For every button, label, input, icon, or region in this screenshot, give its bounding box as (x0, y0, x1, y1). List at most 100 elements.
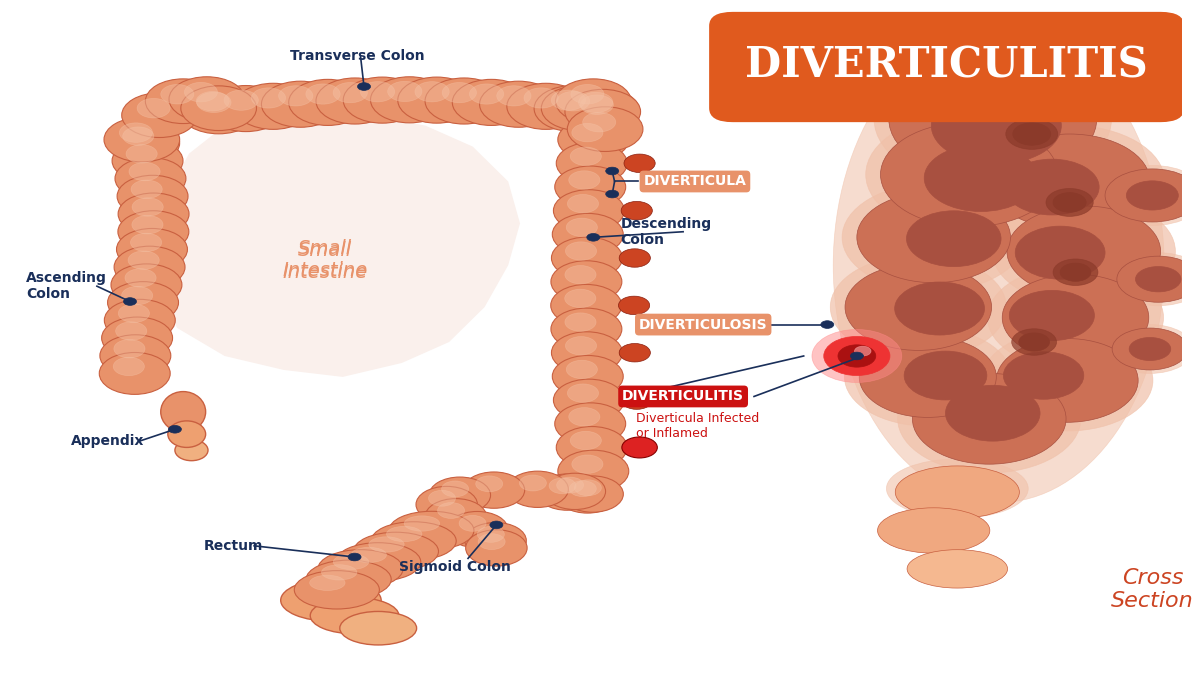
Circle shape (565, 289, 596, 308)
Circle shape (556, 79, 631, 124)
Ellipse shape (912, 373, 1066, 464)
Circle shape (1060, 263, 1091, 281)
Circle shape (565, 336, 596, 355)
Ellipse shape (389, 511, 474, 550)
Circle shape (122, 127, 154, 145)
Circle shape (622, 202, 653, 220)
Text: DIVERTICULITIS: DIVERTICULITIS (745, 45, 1148, 87)
Circle shape (550, 478, 576, 493)
Ellipse shape (175, 440, 208, 461)
Circle shape (524, 88, 558, 108)
Ellipse shape (881, 122, 1057, 227)
Circle shape (358, 82, 371, 91)
Circle shape (619, 343, 650, 362)
Circle shape (289, 80, 367, 126)
Ellipse shape (352, 547, 386, 563)
Circle shape (565, 242, 596, 260)
Text: Small
Intestine: Small Intestine (282, 242, 367, 282)
Circle shape (169, 77, 245, 121)
Circle shape (145, 79, 221, 124)
Ellipse shape (310, 575, 346, 591)
Circle shape (554, 166, 625, 208)
Ellipse shape (1112, 328, 1188, 370)
Circle shape (460, 515, 486, 531)
Ellipse shape (334, 554, 368, 570)
Text: Rectum: Rectum (203, 539, 263, 553)
Ellipse shape (294, 571, 379, 609)
Circle shape (161, 84, 194, 104)
Ellipse shape (889, 57, 1097, 180)
Circle shape (388, 81, 422, 102)
Ellipse shape (996, 339, 1138, 422)
Ellipse shape (1007, 206, 1160, 297)
Circle shape (1054, 193, 1086, 212)
Circle shape (128, 163, 160, 181)
Circle shape (1019, 333, 1050, 351)
Circle shape (534, 86, 612, 132)
Circle shape (622, 437, 658, 458)
Circle shape (506, 471, 569, 507)
Ellipse shape (992, 197, 1175, 306)
Circle shape (544, 473, 606, 510)
Circle shape (551, 261, 622, 303)
Circle shape (115, 322, 146, 340)
Circle shape (425, 498, 486, 535)
Circle shape (1006, 119, 1057, 149)
Ellipse shape (1117, 256, 1200, 302)
Ellipse shape (833, 28, 1164, 503)
Circle shape (132, 198, 163, 216)
Circle shape (104, 299, 175, 341)
Circle shape (438, 503, 464, 519)
Circle shape (619, 248, 650, 267)
Circle shape (551, 308, 622, 350)
Circle shape (196, 91, 229, 111)
Circle shape (568, 195, 599, 213)
Circle shape (251, 88, 286, 108)
Circle shape (558, 119, 629, 161)
Ellipse shape (924, 144, 1038, 211)
Circle shape (113, 357, 144, 376)
Circle shape (568, 384, 599, 402)
Circle shape (480, 81, 558, 127)
Circle shape (185, 82, 217, 102)
Circle shape (442, 481, 469, 497)
Circle shape (812, 329, 901, 383)
Circle shape (536, 474, 598, 510)
Circle shape (475, 476, 503, 492)
Ellipse shape (907, 550, 1008, 588)
Circle shape (416, 487, 478, 523)
Circle shape (100, 352, 170, 394)
Circle shape (562, 476, 623, 512)
Ellipse shape (1099, 165, 1200, 225)
Ellipse shape (322, 565, 356, 580)
Circle shape (566, 360, 598, 378)
Circle shape (348, 553, 361, 561)
Circle shape (552, 237, 623, 279)
Circle shape (1046, 188, 1093, 216)
Circle shape (428, 490, 456, 506)
Circle shape (104, 117, 180, 162)
Text: Sigmoid Colon: Sigmoid Colon (400, 560, 511, 574)
Circle shape (446, 512, 508, 548)
Circle shape (575, 480, 601, 496)
Ellipse shape (1003, 352, 1084, 399)
Ellipse shape (1002, 274, 1148, 361)
Ellipse shape (1004, 159, 1099, 215)
Circle shape (121, 286, 152, 305)
Circle shape (112, 140, 182, 181)
Ellipse shape (877, 508, 990, 553)
Circle shape (278, 86, 313, 106)
Ellipse shape (404, 516, 439, 531)
Circle shape (262, 81, 340, 127)
Circle shape (115, 158, 186, 200)
Circle shape (520, 475, 546, 491)
Text: Transverse Colon: Transverse Colon (289, 49, 424, 63)
Circle shape (1054, 259, 1098, 285)
Ellipse shape (931, 87, 1061, 164)
Text: Cross
Section: Cross Section (1111, 568, 1194, 611)
Circle shape (581, 95, 613, 114)
Circle shape (343, 77, 421, 123)
Circle shape (562, 88, 640, 134)
Ellipse shape (830, 255, 1007, 359)
Circle shape (137, 98, 170, 118)
